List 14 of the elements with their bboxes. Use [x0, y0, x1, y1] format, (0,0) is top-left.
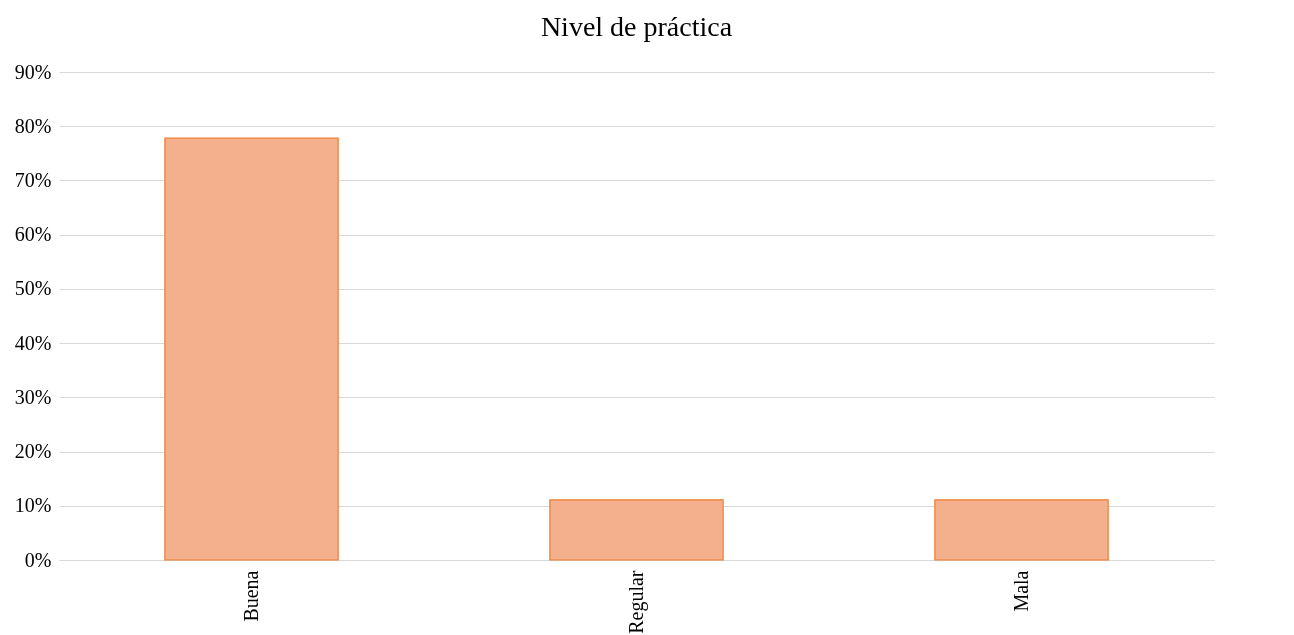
x-tick-label: Mala [1009, 570, 1032, 612]
y-tick-label: 80% [14, 114, 52, 137]
y-tick-label: 10% [14, 494, 52, 517]
chart-title: Nivel de práctica [540, 11, 733, 42]
y-tick-label: 70% [14, 168, 52, 191]
y-tick-label: 50% [14, 277, 52, 300]
y-tick-label: 20% [14, 440, 52, 463]
y-tick-label: 0% [24, 548, 52, 571]
y-tick-label: 40% [14, 331, 52, 354]
y-tick-label: 60% [14, 223, 52, 246]
y-tick-label: 30% [14, 385, 52, 408]
x-tick-label: Regular [624, 570, 648, 634]
y-tick-label: 90% [14, 60, 52, 83]
x-tick-label: Buena [239, 570, 262, 622]
